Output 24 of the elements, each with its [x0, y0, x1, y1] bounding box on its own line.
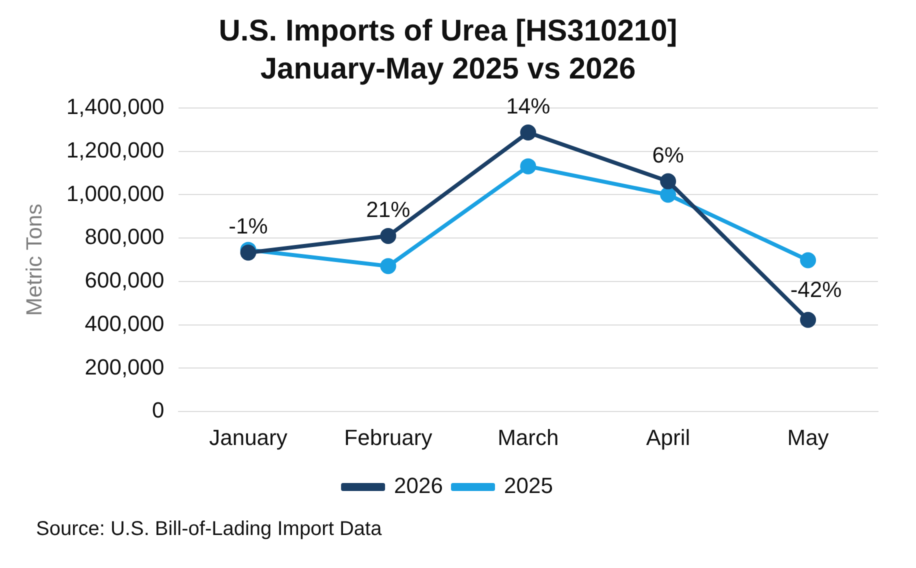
y-tick-label: 600,000 [84, 268, 164, 293]
legend-label: 2025 [504, 473, 553, 498]
y-tick-label: 1,200,000 [66, 137, 164, 162]
y-axis-title: Metric Tons [21, 204, 46, 316]
y-tick-label: 0 [152, 398, 164, 423]
source-note: Source: U.S. Bill-of-Lading Import Data [36, 518, 383, 541]
x-tick-label: February [344, 424, 432, 450]
y-tick-label: 400,000 [84, 310, 164, 336]
annotation: -42% [790, 276, 842, 302]
chart-subtitle: January-May 2025 vs 2026 [260, 52, 636, 86]
x-tick-label: April [646, 424, 690, 450]
x-tick-label: March [498, 424, 559, 450]
x-tick-label: May [787, 424, 829, 450]
chart-title: U.S. Imports of Urea [HS310210] [218, 14, 678, 48]
y-tick-label: 1,000,000 [66, 180, 164, 206]
y-tick-label: 200,000 [84, 354, 164, 380]
legend-label: 2026 [394, 473, 444, 498]
x-tick-label: January [209, 424, 288, 450]
y-tick-label: 800,000 [84, 224, 164, 250]
y-tick-label: 1,400,000 [66, 94, 164, 120]
annotation: -1% [228, 214, 268, 239]
annotation: 21% [366, 197, 410, 222]
annotation: 14% [506, 94, 550, 119]
annotation: 6% [652, 142, 684, 168]
